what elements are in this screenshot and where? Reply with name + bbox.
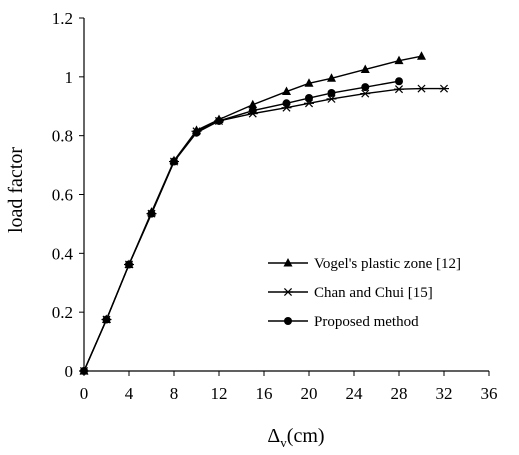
x-tick-label: 20 (301, 384, 318, 403)
x-tick-label: 8 (170, 384, 179, 403)
data-point-asterisk (394, 85, 404, 94)
data-point-circle (395, 77, 403, 86)
x-tick-label: 0 (80, 384, 89, 403)
legend-label: Vogel's plastic zone [12] (314, 256, 461, 272)
data-point-triangle (360, 64, 370, 73)
data-point-triangle (327, 73, 336, 82)
data-point-triangle (283, 258, 293, 267)
data-point-asterisk (416, 84, 427, 93)
data-point-circle (170, 157, 178, 166)
data-point-triangle (394, 55, 404, 65)
series-layer (79, 51, 449, 376)
legend-label: Proposed method (314, 314, 419, 330)
x-axis-label-unit: (cm) (287, 425, 325, 447)
x-tick-label: 32 (436, 384, 453, 403)
legend: Vogel's plastic zone [12] Chan and Chui [… (268, 256, 461, 330)
x-tick-label: 16 (256, 384, 273, 403)
y-tick-label: 0.2 (52, 303, 73, 322)
y-axis-label: load factor (5, 147, 27, 233)
x-axis-label-sub: v (280, 435, 287, 450)
legend-entry: Vogel's plastic zone [12] (268, 256, 461, 272)
data-point-asterisk (326, 94, 337, 103)
x-tick-label: 4 (125, 384, 134, 403)
y-tick-label: 0 (65, 362, 74, 381)
y-tick-label: 0.4 (52, 244, 74, 263)
series-asterisk (79, 84, 449, 376)
data-point-circle (80, 367, 88, 375)
data-point-circle (305, 94, 313, 103)
data-point-circle (248, 106, 257, 115)
x-tick-label: 24 (346, 384, 364, 403)
data-point-circle (361, 83, 370, 92)
data-point-triangle (282, 86, 291, 96)
legend-entry: Chan and Chui [15] (268, 285, 433, 301)
x-tick-label: 12 (211, 384, 228, 403)
y-tick-label: 0.8 (52, 127, 73, 146)
legend-label: Chan and Chui [15] (314, 285, 433, 301)
data-point-asterisk (283, 287, 293, 297)
data-point-asterisk (360, 89, 371, 98)
data-point-asterisk (439, 84, 449, 93)
data-point-circle (327, 89, 336, 98)
data-point-circle (282, 99, 291, 108)
series-circle (80, 77, 403, 375)
data-point-circle (192, 128, 201, 137)
x-axis-label: Δv(cm) (267, 425, 324, 450)
data-point-triangle (417, 51, 426, 60)
x-tick-label: 36 (481, 384, 498, 403)
data-point-triangle (248, 99, 258, 109)
y-tick-label: 1.2 (52, 9, 73, 28)
data-point-circle (125, 260, 133, 269)
x-axis-label-main: Δ (267, 425, 280, 447)
data-point-circle (284, 317, 292, 325)
data-point-circle (215, 116, 223, 125)
ticks: 0 0.2 0.4 0.6 0.8 1 1.2 0 4 8 12 16 20 24 28 32 36 (52, 9, 498, 403)
x-tick-label: 28 (391, 384, 408, 403)
y-tick-label: 1 (65, 68, 74, 87)
data-point-triangle (304, 78, 314, 87)
y-tick-label: 0.6 (52, 186, 73, 205)
legend-entry: Proposed method (268, 314, 419, 330)
data-point-circle (102, 315, 111, 324)
data-point-circle (147, 209, 156, 218)
